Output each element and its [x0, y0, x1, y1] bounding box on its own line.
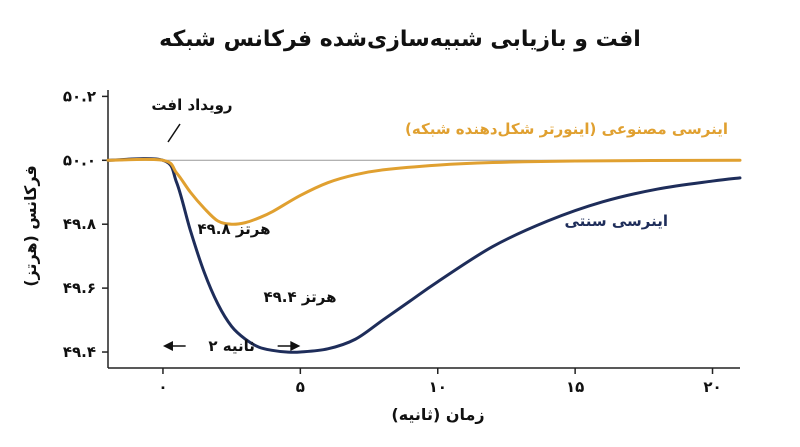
x-tick-label: ۲۰ [703, 378, 721, 396]
x-tick-label: ۵ [296, 378, 305, 396]
annotation-traditional-min: ۴۹.۴ هرتز [263, 288, 336, 306]
annotation-traditional-label: اینرسی سنتی [564, 212, 668, 230]
x-tick-label: ۱۰ [429, 378, 447, 396]
y-tick-label: ۴۹.۴ [63, 343, 96, 361]
duration-arrowhead-right [290, 341, 301, 351]
y-ticks: ۴۹.۴ ۴۹.۶ ۴۹.۸ ۵۰.۰ ۵۰.۲ [63, 87, 108, 361]
annotation-synthetic-min: ۴۹.۸ هرتز [197, 220, 270, 238]
y-tick-label: ۵۰.۲ [63, 87, 96, 105]
x-tick-label: ۱۵ [566, 378, 584, 396]
series-line-synthetic-inertia [106, 157, 742, 226]
y-tick-label: ۵۰.۰ [63, 151, 96, 169]
duration-arrowhead-left [162, 341, 173, 351]
chart-title: افت و بازیابی شبیه‌سازی‌شده فرکانس شبکه [159, 27, 641, 52]
y-tick-label: ۴۹.۶ [63, 279, 96, 297]
x-tick-label: ۰ [158, 378, 167, 396]
series-line-traditional-inertia [106, 157, 742, 354]
y-tick-label: ۴۹.۸ [63, 215, 96, 233]
x-axis-label: زمان (ثانیه) [391, 405, 484, 424]
duration-arrow: ۲ ثانیه [162, 337, 301, 355]
x-ticks: ۰ ۵ ۱۰ ۱۵ ۲۰ [158, 368, 722, 396]
annotation-event-pointer [167, 123, 181, 143]
annotation-synthetic-label: اینرسی مصنوعی (اینورتر شکل‌دهنده شبکه) [405, 120, 728, 138]
annotation-event: رویداد افت [151, 96, 232, 114]
y-axis-label: فرکانس (هرتز) [21, 165, 40, 287]
annotation-duration: ۲ ثانیه [208, 337, 255, 355]
